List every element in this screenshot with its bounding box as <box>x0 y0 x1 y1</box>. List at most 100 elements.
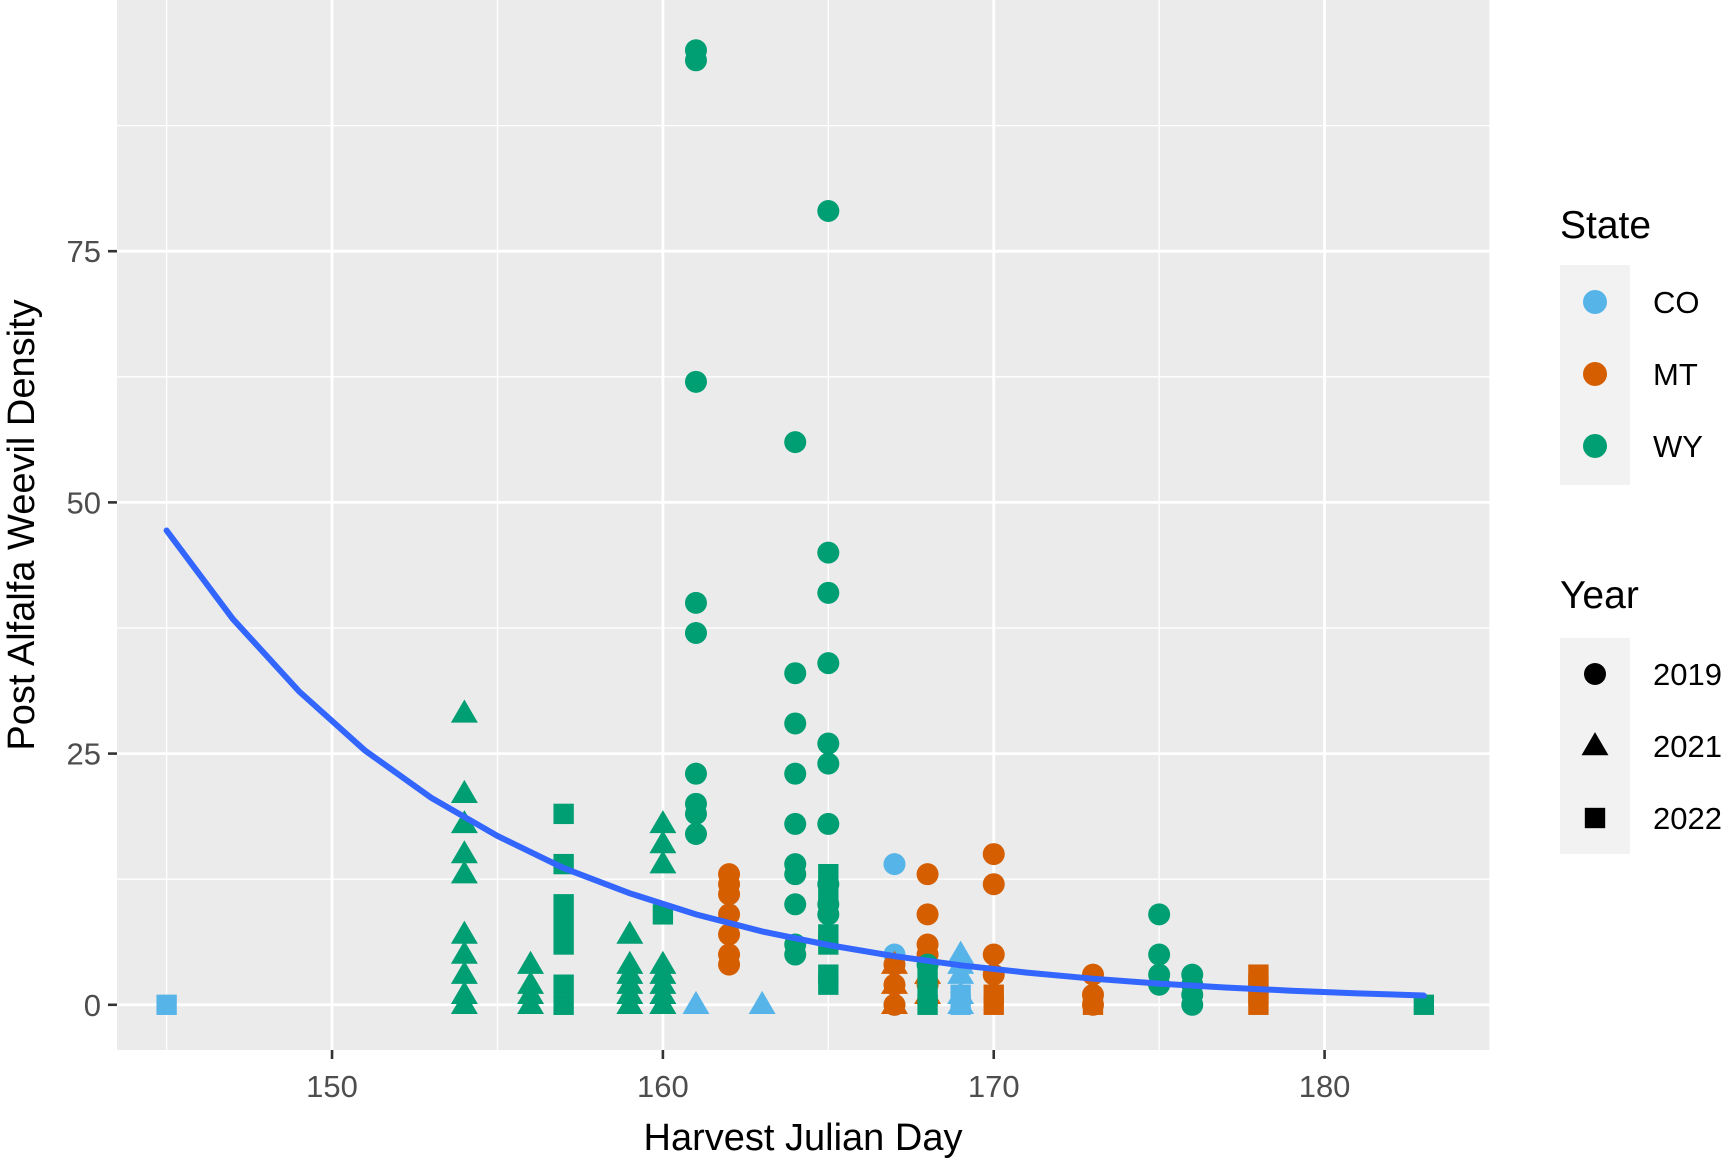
point-wy-2019 <box>784 812 807 835</box>
point-mt-2021 <box>881 970 908 994</box>
legend-label-co: CO <box>1653 285 1700 320</box>
point-wy-2019 <box>1148 903 1171 926</box>
point-co-2021 <box>947 960 975 984</box>
point-mt-2019 <box>982 943 1005 966</box>
point-wy-2022 <box>553 894 574 915</box>
point-wy-2021 <box>517 990 545 1015</box>
point-wy-2022 <box>553 994 574 1015</box>
point-wy-2019 <box>817 581 840 604</box>
legend-key-2019 <box>1584 663 1606 685</box>
point-wy-2021 <box>450 699 478 723</box>
point-wy-2022 <box>553 974 574 995</box>
point-wy-2019 <box>817 200 840 223</box>
point-wy-2021 <box>649 850 677 874</box>
point-wy-2021 <box>450 779 478 804</box>
point-wy-2019 <box>784 943 807 966</box>
y-tick-label: 0 <box>84 988 101 1023</box>
legend-state: State CO MT WY <box>1560 204 1703 485</box>
point-wy-2021 <box>649 830 677 854</box>
point-wy-2019 <box>684 370 707 393</box>
legend-key-2022 <box>1584 807 1606 829</box>
legend-label-2019: 2019 <box>1653 657 1722 692</box>
point-wy-2019 <box>1181 993 1204 1016</box>
point-mt-2022 <box>983 994 1004 1015</box>
point-wy-2019 <box>817 903 840 926</box>
point-wy-2022 <box>917 994 938 1015</box>
point-wy-2019 <box>784 712 807 735</box>
point-wy-2021 <box>517 950 545 974</box>
point-wy-2022 <box>652 904 674 925</box>
point-wy-2021 <box>649 990 677 1015</box>
x-axis-title: Harvest Julian Day <box>644 1117 963 1159</box>
legend-label-wy: WY <box>1653 429 1703 464</box>
fit-line <box>163 527 1427 999</box>
legend-state-title: State <box>1560 204 1651 247</box>
point-wy-2021 <box>450 840 478 864</box>
point-wy-2019 <box>1148 943 1171 966</box>
point-wy-2019 <box>684 762 707 785</box>
point-mt-2022 <box>1082 994 1104 1015</box>
point-mt-2019 <box>916 903 939 926</box>
data-points <box>156 39 1435 1016</box>
point-mt-2019 <box>718 923 741 946</box>
point-mt-2019 <box>916 863 939 886</box>
point-wy-2019 <box>684 822 707 845</box>
point-wy-2021 <box>450 960 478 984</box>
y-tick-label: 75 <box>67 234 101 269</box>
point-mt-2019 <box>982 843 1005 866</box>
x-tick-label: 180 <box>1299 1069 1351 1104</box>
point-wy-2019 <box>817 752 840 775</box>
point-wy-2019 <box>784 893 807 916</box>
point-wy-2022 <box>553 934 574 955</box>
point-wy-2021 <box>450 940 478 964</box>
legend-label-mt: MT <box>1653 357 1698 392</box>
point-wy-2021 <box>649 810 677 834</box>
point-mt-2021 <box>881 990 908 1015</box>
point-wy-2019 <box>684 591 707 614</box>
point-mt-2019 <box>718 883 741 906</box>
y-axis-title: Post Alfalfa Weevil Density <box>1 299 43 750</box>
point-wy-2022 <box>818 863 839 885</box>
point-wy-2022 <box>553 914 574 935</box>
point-wy-2019 <box>684 802 707 825</box>
point-co-2022 <box>156 994 177 1015</box>
point-wy-2021 <box>450 810 478 834</box>
point-co-2022 <box>950 994 971 1015</box>
point-mt-2021 <box>881 950 908 974</box>
point-wy-2021 <box>616 990 644 1015</box>
point-wy-2022 <box>818 884 839 905</box>
point-wy-2021 <box>450 920 478 944</box>
point-wy-2019 <box>784 762 807 785</box>
point-wy-2022 <box>1413 994 1435 1015</box>
point-wy-2019 <box>784 431 807 454</box>
y-tick-label: 50 <box>67 485 101 520</box>
x-tick-label: 170 <box>968 1069 1020 1104</box>
y-axis: 0 25 50 75 <box>67 234 117 1023</box>
x-axis: 150 160 170 180 <box>306 1050 1350 1104</box>
point-wy-2019 <box>817 652 840 675</box>
point-co-2021 <box>682 990 710 1015</box>
y-tick-label: 25 <box>67 737 101 772</box>
legend-key-2021 <box>1581 732 1609 756</box>
legend-label-2021: 2021 <box>1653 729 1722 764</box>
point-wy-2022 <box>818 974 839 995</box>
point-wy-2021 <box>616 920 644 944</box>
point-co-2019 <box>883 853 906 876</box>
legend-key-mt <box>1583 362 1607 386</box>
x-tick-label: 150 <box>306 1069 358 1104</box>
point-wy-2022 <box>553 803 574 825</box>
point-mt-2019 <box>1081 963 1104 986</box>
point-wy-2019 <box>684 622 707 645</box>
point-wy-2019 <box>784 662 807 685</box>
legend-year-title: Year <box>1560 574 1639 617</box>
plot-panel <box>117 0 1490 1050</box>
point-wy-2021 <box>450 860 478 884</box>
point-wy-2022 <box>917 964 938 985</box>
point-mt-2022 <box>1248 994 1269 1015</box>
point-wy-2019 <box>817 812 840 835</box>
legend-label-2022: 2022 <box>1653 801 1722 836</box>
legend-key-co <box>1583 290 1607 314</box>
point-wy-2019 <box>817 541 840 564</box>
point-co-2021 <box>748 990 776 1015</box>
